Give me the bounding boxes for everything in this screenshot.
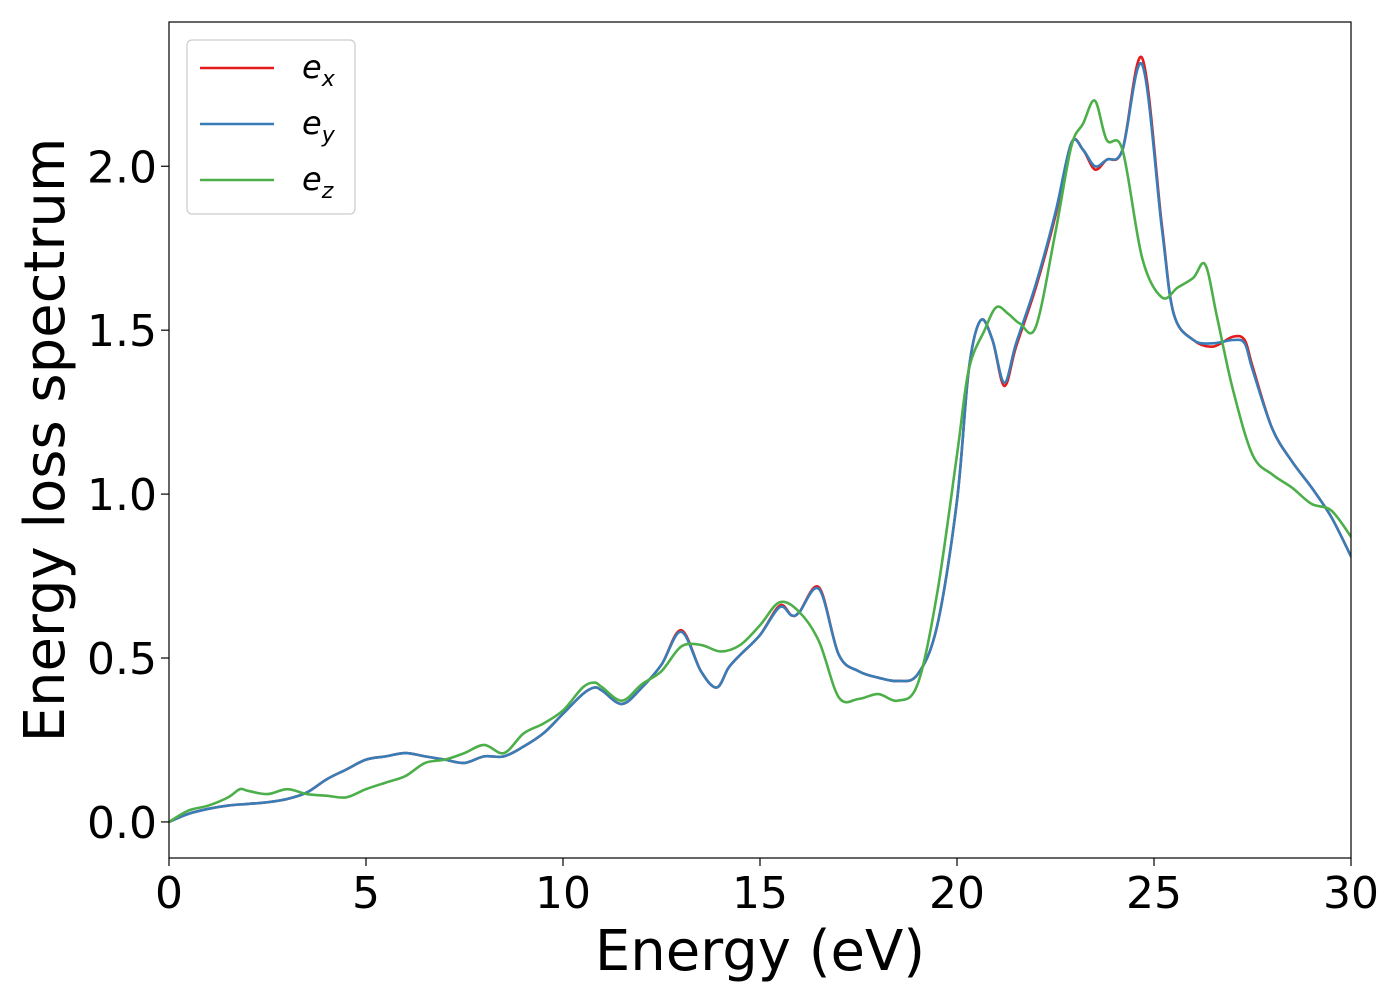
x-tick-label: 25 bbox=[1126, 868, 1182, 919]
x-tick-label: 5 bbox=[352, 868, 380, 919]
series-line-z bbox=[169, 99, 1351, 824]
x-tick-label: 10 bbox=[535, 868, 591, 919]
x-tick-label: 30 bbox=[1323, 868, 1379, 919]
y-axis-ticks: 0.0 0.5 1.0 1.5 2.0 bbox=[87, 142, 169, 849]
y-tick-label: 2.0 bbox=[87, 142, 157, 193]
x-axis-ticks: 0 5 10 15 20 25 30 bbox=[155, 858, 1379, 919]
legend-label-y: ey bbox=[302, 104, 336, 148]
x-axis-label: Energy (eV) bbox=[595, 919, 925, 984]
y-tick-label: 1.5 bbox=[87, 306, 157, 357]
y-tick-label: 0.5 bbox=[87, 634, 157, 685]
y-tick-label: 1.0 bbox=[87, 470, 157, 521]
y-axis-label: Energy loss spectrum bbox=[13, 138, 78, 743]
y-tick-label: 0.0 bbox=[87, 798, 157, 849]
x-tick-label: 20 bbox=[929, 868, 985, 919]
x-tick-label: 15 bbox=[732, 868, 788, 919]
series-layer bbox=[169, 55, 1351, 824]
legend-frame bbox=[186, 39, 356, 215]
legend-label-x: ex bbox=[302, 48, 336, 92]
x-tick-label: 0 bbox=[155, 868, 183, 919]
